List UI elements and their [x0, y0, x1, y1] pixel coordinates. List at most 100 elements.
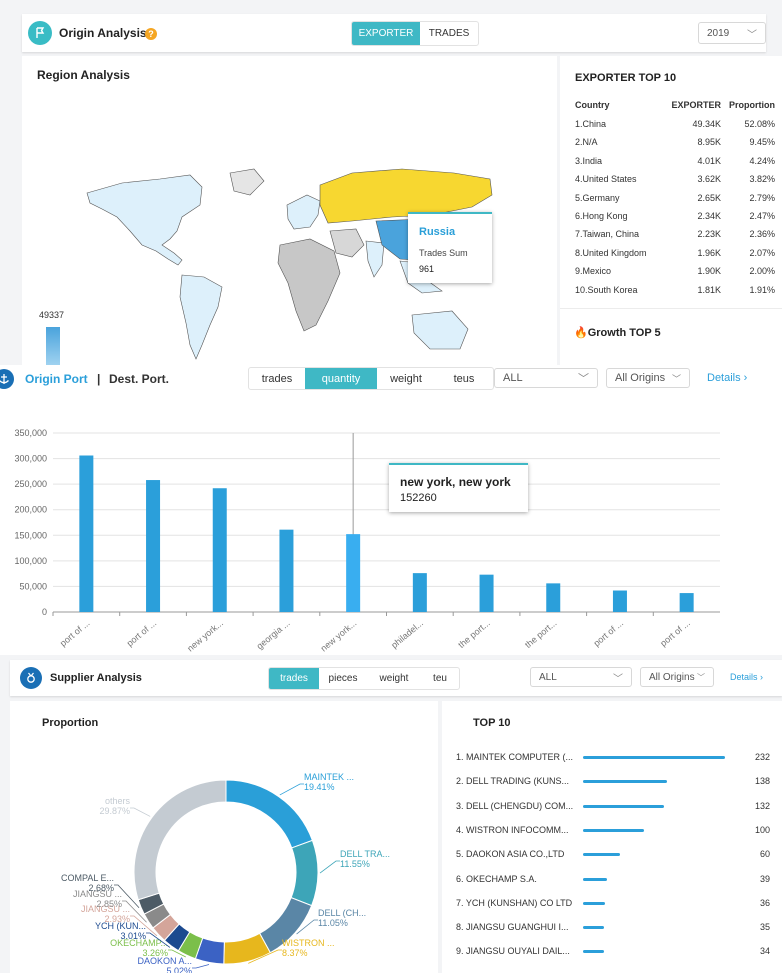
- donut-label-name: DELL TRA...: [340, 849, 390, 859]
- middle-east-region: [329, 228, 365, 258]
- bar[interactable]: [412, 573, 427, 612]
- bar[interactable]: [79, 455, 94, 612]
- map-tooltip: Russia Trades Sum 961: [408, 212, 492, 283]
- bar[interactable]: [679, 593, 694, 612]
- bar[interactable]: [479, 574, 494, 612]
- supplier-name: 2. DELL TRADING (KUNS...: [456, 776, 570, 787]
- supplier-row[interactable]: 6. OKECHAMP S.A. 39: [456, 874, 770, 886]
- y-tick-label: 0: [42, 607, 47, 617]
- legend-max-value: 49337: [39, 310, 65, 320]
- tab-trades[interactable]: trades: [269, 668, 319, 689]
- exporter-cell-country: 7.Taiwan, China: [575, 229, 640, 240]
- port-details-link[interactable]: Details ›: [707, 372, 748, 384]
- y-tick-label: 150,000: [14, 530, 47, 540]
- exporter-table-row[interactable]: 2.N/A 8.95K 9.45%: [575, 137, 775, 149]
- exporter-table-row[interactable]: 4.United States 3.62K 3.82%: [575, 174, 775, 186]
- donut-slice[interactable]: [133, 779, 227, 901]
- bar[interactable]: [346, 534, 361, 612]
- bar[interactable]: [279, 529, 294, 612]
- tab-pieces[interactable]: pieces: [328, 673, 358, 684]
- port-origins-select[interactable]: All Origins ﹀: [606, 368, 690, 388]
- donut-label-name: JIANGSU ...: [73, 889, 122, 899]
- donut-leader-line: [248, 949, 282, 964]
- exporter-table-row[interactable]: 5.Germany 2.65K 2.79%: [575, 193, 775, 205]
- dest-port-tab[interactable]: Dest. Port.: [109, 372, 170, 386]
- exporter-cell-exporter: 1.90K: [697, 266, 721, 277]
- donut-leader-line: [168, 949, 186, 958]
- exporter-cell-proportion: 2.00%: [749, 266, 775, 277]
- world-map[interactable]: [82, 165, 502, 365]
- africa-region: [277, 238, 341, 332]
- supplier-name: 4. WISTRON INFOCOMM...: [456, 824, 569, 835]
- flame-icon: 🔥: [574, 327, 588, 339]
- supplier-row[interactable]: 8. JIANGSU GUANGHUI I... 35: [456, 922, 770, 934]
- supplier-details-link[interactable]: Details ›: [730, 672, 764, 682]
- exporter-table-row[interactable]: 9.Mexico 1.90K 2.00%: [575, 266, 775, 278]
- supplier-row[interactable]: 3. DELL (CHENGDU) COM... 132: [456, 801, 770, 813]
- tab-quantity[interactable]: quantity: [305, 368, 377, 389]
- supplier-origins-select[interactable]: All Origins ﹀: [640, 667, 714, 687]
- india-region: [365, 240, 385, 278]
- supplier-row[interactable]: 2. DELL TRADING (KUNS... 138: [456, 776, 770, 788]
- x-tick-label: port of ...: [658, 618, 692, 648]
- port-all-value: ALL: [503, 372, 523, 384]
- supplier-value: 138: [754, 776, 770, 787]
- port-all-select[interactable]: ALL ﹀: [494, 368, 598, 388]
- europe-region: [286, 194, 321, 230]
- exporter-table-row[interactable]: 10.South Korea 1.81K 1.91%: [575, 285, 775, 297]
- tab-trades[interactable]: trades: [261, 372, 293, 385]
- tab-weight[interactable]: weight: [379, 673, 409, 684]
- y-tick-label: 100,000: [14, 556, 47, 566]
- donut-slice[interactable]: [290, 839, 319, 907]
- exporter-cell-exporter: 2.34K: [697, 211, 721, 221]
- year-select[interactable]: 2019 ﹀: [698, 22, 766, 44]
- supplier-all-select[interactable]: ALL ﹀: [530, 667, 632, 687]
- x-tick-label: new york...: [319, 618, 359, 654]
- proportion-panel: [10, 701, 438, 973]
- supplier-name: 9. JIANGSU OUYALI DAIL...: [456, 946, 570, 957]
- tab-exporter[interactable]: EXPORTER: [352, 22, 420, 45]
- donut-slice[interactable]: [225, 779, 314, 849]
- supplier-bar: [583, 926, 605, 930]
- donut-label-name: COMPAL E...: [61, 873, 114, 883]
- exporter-cell-proportion: 2.07%: [749, 247, 775, 258]
- chevron-down-icon: ﹀: [671, 373, 681, 384]
- supplier-row[interactable]: 7. YCH (KUNSHAN) CO LTD 36: [456, 898, 770, 910]
- bar[interactable]: [612, 590, 627, 612]
- supplier-row[interactable]: 5. DAOKON ASIA CO.,LTD 60: [456, 849, 770, 861]
- growth-top5-title: Growth TOP 5: [587, 326, 661, 339]
- exporter-table-row[interactable]: 8.United Kingdom 1.96K 2.07%: [575, 248, 775, 260]
- tab-trades[interactable]: TRADES: [428, 28, 470, 39]
- y-tick-label: 350,000: [14, 428, 47, 438]
- port-metric-toggle: trades quantity weight teus: [248, 367, 494, 390]
- donut-leader-line: [192, 964, 210, 969]
- x-tick-label: the port...: [456, 618, 492, 650]
- exporter-cell-country: 4.United States: [575, 174, 637, 185]
- supplier-row[interactable]: 1. MAINTEK COMPUTER (... 232: [456, 752, 770, 764]
- help-icon[interactable]: ?: [145, 28, 157, 40]
- donut-label-pct: 2.85%: [96, 899, 122, 909]
- donut-label-name: DELL (CH...: [318, 908, 366, 918]
- bar[interactable]: [212, 488, 227, 612]
- exporter-table-row[interactable]: 7.Taiwan, China 2.23K 2.36%: [575, 229, 775, 241]
- chevron-down-icon: ﹀: [578, 373, 589, 385]
- tab-teu[interactable]: teu: [433, 673, 447, 684]
- donut-label-pct: 11.05%: [318, 918, 348, 928]
- exporter-table-row[interactable]: 1.China 49.34K 52.08%: [575, 119, 775, 131]
- anchor-icon: [0, 369, 14, 389]
- supplier-value: 132: [754, 800, 770, 811]
- origin-port-tab[interactable]: Origin Port: [25, 372, 88, 386]
- supplier-row[interactable]: 4. WISTRON INFOCOMM... 100: [456, 825, 770, 837]
- year-value: 2019: [707, 27, 730, 39]
- bar[interactable]: [546, 583, 561, 612]
- bar[interactable]: [146, 480, 161, 612]
- exporter-table-row[interactable]: 6.Hong Kong 2.34K 2.47%: [575, 211, 775, 223]
- supplier-row[interactable]: 9. JIANGSU OUYALI DAIL... 34: [456, 946, 770, 958]
- tab-teus[interactable]: teus: [453, 372, 475, 385]
- exporter-table-row[interactable]: 3.India 4.01K 4.24%: [575, 156, 775, 168]
- exporter-cell-proportion: 3.82%: [749, 174, 775, 185]
- exporter-cell-exporter: 1.96K: [697, 247, 721, 258]
- legend-scale-bar[interactable]: [46, 327, 60, 365]
- tab-weight[interactable]: weight: [390, 372, 422, 385]
- exporter-cell-country: 1.China: [575, 119, 607, 129]
